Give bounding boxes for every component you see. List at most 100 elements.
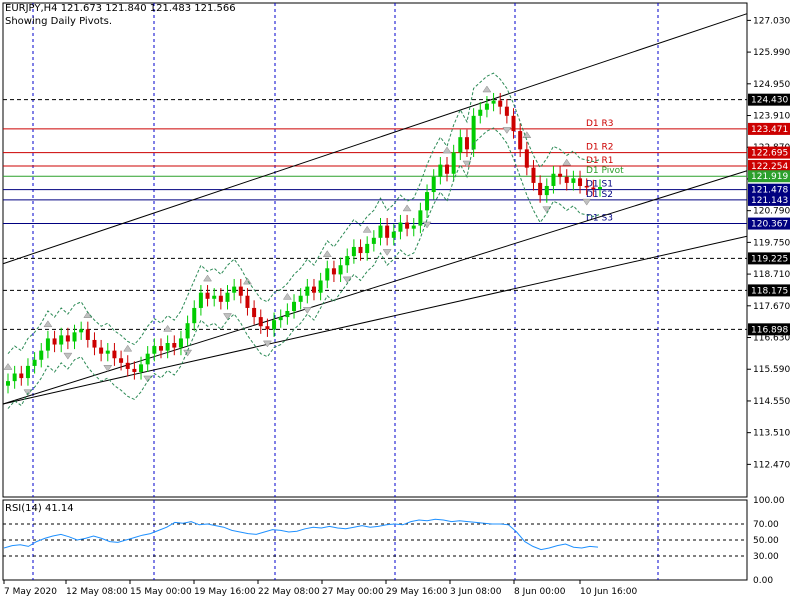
candle-body — [584, 185, 589, 188]
fractal-up-marker — [362, 225, 372, 233]
candle-body — [358, 246, 363, 254]
fractal-down-marker — [302, 307, 312, 314]
candle-body — [245, 295, 250, 308]
candle-body — [119, 358, 124, 363]
candle-body — [345, 256, 350, 266]
pivot-label: D1 R2 — [586, 143, 614, 153]
price-tick-label: 117.670 — [753, 302, 790, 312]
candle-body — [152, 346, 157, 354]
candle-body — [39, 350, 44, 360]
pivot-tag — [748, 122, 790, 135]
candle-body — [504, 106, 509, 116]
candle-body — [172, 343, 177, 348]
candle-body — [458, 137, 463, 153]
price-panel — [2, 2, 748, 498]
x-tick-label: 19 May 16:00 — [194, 587, 256, 597]
x-tick-label: 15 May 00:00 — [130, 587, 192, 597]
fractal-down-marker — [382, 249, 392, 256]
candle-body — [445, 164, 450, 174]
fractal-down-marker — [143, 375, 153, 383]
x-tick-label: 7 May 2020 — [4, 587, 57, 597]
candle-body — [425, 192, 430, 211]
candle-body — [105, 350, 110, 354]
candle-body — [99, 347, 104, 354]
candle-body — [365, 243, 370, 254]
price-tick-label: 113.510 — [753, 429, 790, 439]
candle-body — [178, 338, 183, 348]
pivot-tag-label: 121.143 — [751, 196, 788, 206]
candle-body — [185, 323, 190, 339]
fractal-down-marker — [542, 206, 552, 214]
candle-body — [351, 246, 356, 257]
candle-body — [85, 329, 90, 340]
candle-body — [19, 373, 24, 379]
x-tick-label: 22 May 08:00 — [258, 587, 320, 597]
rsi-tick-label: 50.00 — [753, 536, 779, 546]
candle-body — [331, 268, 336, 275]
candle-body — [112, 350, 117, 359]
candle-body — [385, 225, 390, 238]
candle-body — [471, 115, 476, 150]
x-tick-label: 10 Jun 16:00 — [580, 587, 637, 597]
candle-body — [484, 103, 489, 110]
price-tick-label: 124.950 — [753, 80, 790, 90]
candle-body — [451, 152, 456, 174]
fractal-down-marker — [342, 276, 352, 284]
pivot-tag-label: 122.254 — [751, 162, 788, 172]
x-tick-label: 29 May 16:00 — [386, 587, 448, 597]
trend-line — [2, 235, 748, 405]
pivot-tag — [748, 170, 790, 183]
pivot-tag-label: 122.695 — [751, 149, 788, 159]
candle-body — [518, 131, 523, 150]
price-tick-label: 116.630 — [753, 334, 790, 344]
level-tag-label: 116.898 — [751, 325, 788, 335]
pivot-tag — [748, 193, 790, 206]
pivot-label: D1 S1 — [586, 180, 613, 190]
candle-body — [198, 292, 203, 308]
candle-body — [371, 237, 376, 244]
price-tick-label: 115.590 — [753, 365, 790, 375]
level-tag — [748, 252, 790, 265]
fractal-up-marker — [562, 158, 572, 166]
candle-body — [524, 149, 529, 168]
candle-body — [158, 346, 163, 351]
candle-body — [132, 368, 137, 372]
candle-body — [478, 109, 483, 116]
candle-body — [378, 225, 383, 238]
pivot-label: D1 S3 — [586, 214, 613, 224]
candle-body — [45, 338, 50, 351]
x-tick-label: 8 Jun 00:00 — [514, 587, 566, 597]
rsi-label: RSI(14) 41.14 — [5, 503, 74, 514]
level-tag-label: 118.175 — [751, 286, 788, 296]
candle-body — [405, 222, 410, 229]
fractal-up-marker — [123, 344, 133, 352]
pivot-label: D1 S2 — [586, 190, 613, 200]
price-tick-label: 127.030 — [753, 16, 790, 26]
candle-body — [564, 176, 569, 183]
candle-body — [391, 231, 396, 238]
fractal-up-marker — [3, 363, 13, 370]
candle-body — [491, 100, 496, 104]
candle-body — [125, 362, 130, 369]
candle-body — [431, 176, 436, 193]
candle-body — [139, 364, 144, 372]
candle-body — [52, 338, 57, 345]
candle-body — [272, 320, 277, 330]
candle-body — [298, 295, 303, 302]
candle-body — [285, 310, 290, 318]
candle-body — [538, 182, 543, 196]
fractal-down-marker — [462, 160, 472, 168]
fractal-up-marker — [442, 146, 452, 154]
candle-body — [12, 373, 17, 382]
pivot-tag-label: 120.367 — [751, 220, 788, 230]
candle-body — [252, 307, 257, 318]
candle-body — [212, 295, 217, 299]
fractal-down-marker — [502, 127, 512, 134]
fractal-up-marker — [83, 311, 93, 318]
rsi-line — [3, 518, 599, 551]
candle-body — [59, 335, 64, 345]
candle-body — [498, 100, 503, 107]
level-tag — [748, 284, 790, 297]
pivot-label: D1 Pivot — [586, 166, 624, 176]
